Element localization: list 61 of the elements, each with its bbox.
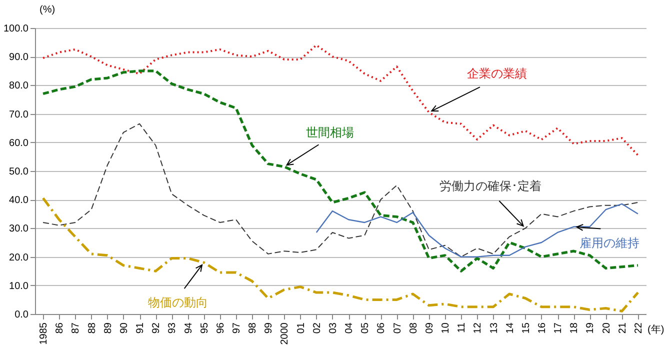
x-tick-label: 97 <box>231 322 242 334</box>
x-tick-label: 06 <box>376 322 388 334</box>
line-series <box>42 70 640 272</box>
x-tick-label: 02 <box>312 322 323 334</box>
y-tick-label: 50.0 <box>9 166 29 178</box>
x-tick-label: 19 <box>585 322 596 334</box>
x-tick-label: 10 <box>440 322 452 334</box>
y-tick-label: 10.0 <box>9 280 29 292</box>
x-tick-label: 1985 <box>38 322 50 345</box>
x-tick-label: 11 <box>456 322 468 333</box>
x-tick-label: 21 <box>617 322 628 334</box>
x-tick-label: 98 <box>248 322 259 334</box>
x-tick-label: 99 <box>264 322 275 334</box>
line-series <box>316 203 639 258</box>
x-tick-label: 93 <box>167 322 178 334</box>
x-tick-label: 13 <box>488 322 500 334</box>
line-series <box>42 196 640 312</box>
x-tick-label: 86 <box>54 322 66 334</box>
x-tick-label: 89 <box>102 322 114 334</box>
x-tick-label: 16 <box>536 322 548 334</box>
x-tick-label: 04 <box>344 322 356 334</box>
line-series <box>42 44 639 156</box>
y-axis-title: (%) <box>40 4 56 16</box>
series-label: 雇用の維持 <box>580 236 640 250</box>
x-tick-label: 01 <box>296 322 307 334</box>
x-tick-label: 15 <box>520 322 532 334</box>
x-tick-label: 09 <box>424 322 436 334</box>
line-series <box>42 123 638 258</box>
y-tick-label: 20.0 <box>9 252 29 264</box>
x-tick-label: 22 <box>633 322 644 334</box>
x-tick-label: 07 <box>392 322 404 334</box>
y-tick-label: 60.0 <box>9 138 29 149</box>
x-tick-label: 92 <box>151 322 162 334</box>
x-tick-label: 94 <box>183 322 194 334</box>
x-tick-label: 88 <box>86 322 98 334</box>
x-tick-label: 14 <box>504 322 516 334</box>
x-tick-label: 96 <box>215 322 226 334</box>
text: 物価の動向 <box>148 296 208 310</box>
x-tick-label: 95 <box>199 322 210 334</box>
x-axis-title: (年) <box>648 324 664 336</box>
x-tick-label: 20 <box>601 322 612 334</box>
y-tick-label: 40.0 <box>9 195 29 206</box>
x-tick-label: 12 <box>472 322 484 334</box>
text: 企業の業績 <box>466 66 527 80</box>
x-tick-label: 03 <box>328 322 339 334</box>
y-tick-label: 70.0 <box>9 109 29 120</box>
x-tick-label: 91 <box>135 322 146 334</box>
x-tick-label: 2000 <box>280 322 291 345</box>
y-tick-label: 0.0 <box>14 310 29 320</box>
y-tick-label: 80.0 <box>9 80 29 92</box>
x-tick-label: 17 <box>553 322 564 334</box>
x-tick-label: 18 <box>569 322 580 334</box>
x-tick-label: 05 <box>360 322 372 334</box>
y-tick-label: 30.0 <box>9 224 29 235</box>
x-tick-label: 90 <box>118 322 130 334</box>
x-tick-label: 08 <box>408 322 420 334</box>
y-tick-label: 100.0 <box>3 24 29 34</box>
x-tick-label: 87 <box>70 322 82 334</box>
text: 世間相場 <box>306 126 354 140</box>
series-label: 労働力の確保･定着 <box>439 179 542 194</box>
y-tick-label: 90.0 <box>9 52 29 64</box>
